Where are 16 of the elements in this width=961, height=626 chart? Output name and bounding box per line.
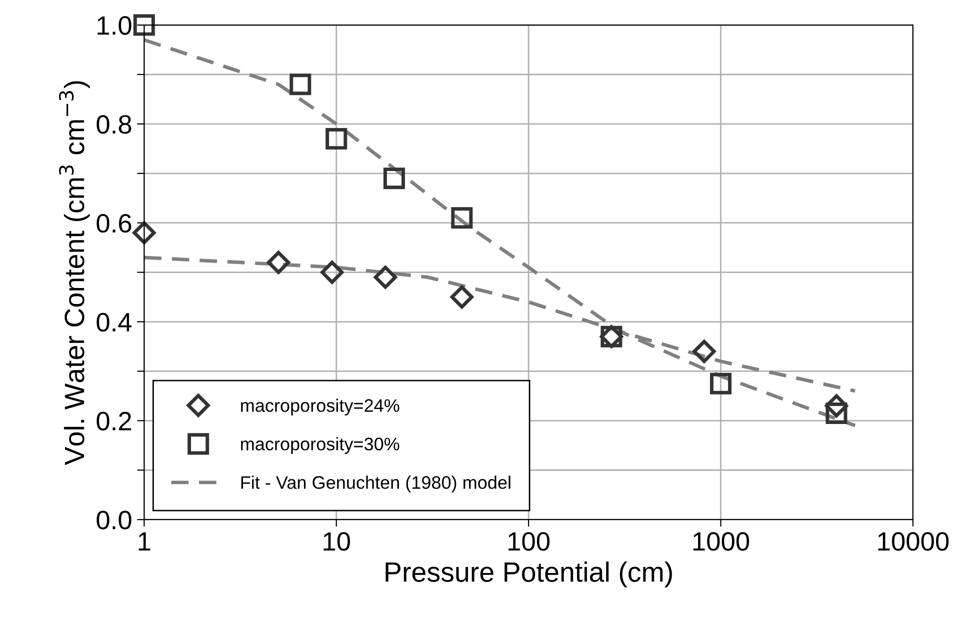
x-tick-label: 10000	[878, 532, 949, 551]
x-tick-label: 1	[138, 532, 150, 551]
y-tick-label: 0.2	[96, 412, 132, 430]
legend-label: Fit - Van Genuchten (1980) model	[241, 476, 510, 492]
y-tick-label: 1.0	[98, 16, 132, 35]
y-tick-label: 0.6	[96, 214, 132, 233]
x-axis-title: Pressure Potential (cm)	[386, 562, 672, 588]
y-tick-label: 0.4	[96, 312, 132, 332]
x-tick-label: 10	[324, 532, 350, 551]
legend-label: macroporosity=30%	[241, 437, 400, 454]
x-tick-label: 1000	[693, 532, 750, 551]
x-tick-label: 100	[508, 532, 550, 551]
y-tick-label: 0.8	[96, 115, 132, 134]
y-tick-label: 0.0	[96, 510, 132, 530]
y-axis-title: Vol. Water Content (cm$^{3}$ cm$^{−3}$)	[58, 81, 90, 466]
legend-label: macroporosity=24%	[241, 398, 400, 416]
